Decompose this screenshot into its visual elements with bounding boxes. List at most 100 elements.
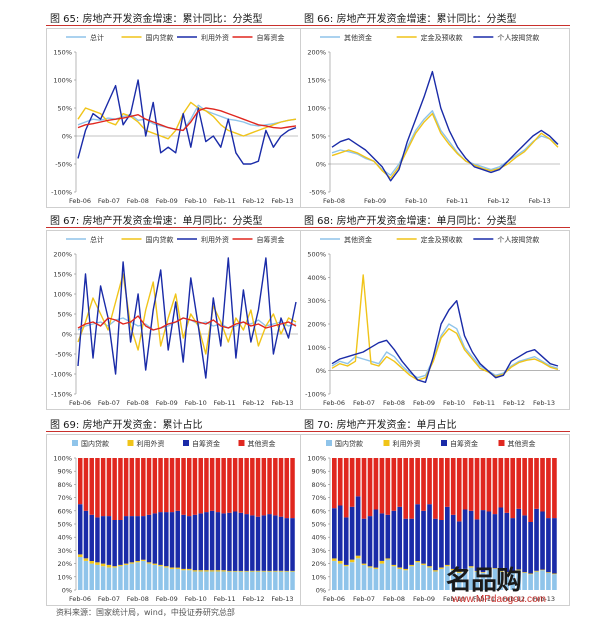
bar-segment [261,571,267,590]
legend-label: 自筹资金 [192,439,220,448]
x-tick-label: Feb-13 [271,197,293,205]
y-tick-label: 60% [58,507,72,515]
bar-segment [337,458,343,506]
y-tick-label: 40% [58,534,72,542]
bar-segment [141,458,146,517]
series-line-2 [331,274,559,381]
legend-label: 利用外资 [201,33,229,42]
bar-segment [158,566,163,590]
y-tick-label: 300% [307,297,326,305]
bar-segment [492,514,498,569]
bar-segment [175,567,180,569]
bar-segment [273,570,278,572]
bar-segment [361,518,367,564]
bar-segment [474,571,480,590]
y-tick-label: 20% [58,560,72,568]
watermark-url: www.MPdaogou.com [452,594,546,605]
bar-segment [250,515,255,571]
legend-swatch [441,440,447,446]
bar-segment [227,571,232,590]
x-tick-label: Feb-12 [503,595,525,603]
bar-segment [209,510,215,571]
bar-segment [169,567,175,569]
bar-segment [534,508,539,571]
bar-segment [100,563,106,567]
series-line-4 [77,107,297,132]
bar-segment [427,504,432,567]
y-tick-label: 100% [53,455,72,463]
bar-segment [462,509,468,569]
bar-segment [397,506,403,568]
bar-segment [267,571,272,590]
bar-segment [198,458,203,514]
bar-segment [204,570,209,572]
y-axis: 0% 10% 20% 30% 40% 50% 60% 70% 80% 90% 100% [307,455,330,595]
bar-segment [78,557,83,590]
bar-segment [123,458,129,517]
bar-segment [343,564,349,567]
y-tick-label: -50% [55,161,72,169]
bar-segment [433,570,438,572]
bar-segment [450,514,456,569]
bar-segment [439,567,444,569]
bar-segment [284,518,289,571]
bar-segment [540,511,545,570]
chart-frame [300,230,570,410]
bar-segment [181,514,186,569]
bar-segment [198,571,203,590]
x-tick-label: Feb-07 [353,399,375,407]
x-axis: Feb-08 Feb-09 Feb-10 Feb-11 Feb-12 Feb-13 [323,197,551,205]
bar-segment [450,570,456,590]
bar-segment [474,458,480,520]
bar-segment [221,571,226,590]
y-tick-label: 90% [312,468,326,476]
bar-segment [100,516,106,564]
legend: 总计 国内贷款 利用外资 自筹资金 [66,33,285,42]
title-rule [300,431,570,432]
bar-segment [498,570,504,572]
legend-label: 利用外资 [201,235,229,244]
bar-segment [238,458,244,513]
figure-70: 图 70: 房地产开发资金：单月占比 国内贷款 利用外资 自筹资金 其他资金 0% 10%… [300,416,570,606]
bar-segment [158,564,163,567]
bar-segment [480,510,486,573]
bar-segment [355,555,361,559]
bar-segment [343,517,349,565]
x-tick-label: Feb-07 [98,197,120,205]
bar-segment [95,564,100,590]
x-tick-label: Feb-10 [185,595,207,603]
bar-segment [112,567,117,590]
bar-segment [278,570,284,572]
bar-segment [204,571,209,590]
x-tick-label: Feb-09 [413,595,435,603]
bar-segment [278,571,284,590]
bar-segment [450,568,456,571]
x-tick-label: Feb-08 [383,595,405,603]
bar-segment [373,458,379,510]
bar-segment [198,513,203,571]
legend-label: 定金及预收款 [421,33,463,42]
y-tick-label: 0% [316,161,326,169]
legend: 其他资金 定金及预收款 个人按揭贷款 [320,33,539,42]
bar-segment [546,518,551,573]
bar-segment [486,511,492,570]
bar-segment [209,571,215,590]
bar-segment [175,458,180,511]
bar-segment [141,516,146,560]
bar-segment [427,567,432,590]
bar-segment [367,458,373,517]
x-tick-label: Feb-13 [271,595,293,603]
bar-segment [135,561,140,563]
bar-segment [546,572,551,573]
y-tick-label: 30% [58,547,72,555]
title-rule [300,25,570,26]
y-tick-label: 100% [307,344,326,352]
bar-segment [528,522,533,574]
y-tick-label: 200% [53,251,72,259]
bar-segment [250,571,255,590]
bar-segment [221,458,226,514]
bar-segment [552,458,557,519]
x-tick-label: Feb-13 [528,197,550,205]
bar-segment [198,570,203,572]
bar-segment [552,573,557,575]
